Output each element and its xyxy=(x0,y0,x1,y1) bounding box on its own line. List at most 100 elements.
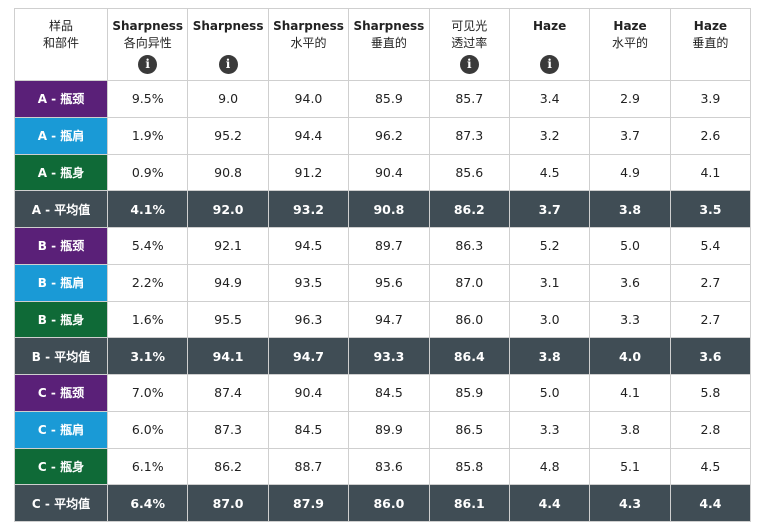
header-line2: 水平的 xyxy=(290,36,327,50)
cell-value: 86.2 xyxy=(187,447,269,486)
header-sample-part: 样品 和部件 xyxy=(14,8,108,81)
header-line1: Haze xyxy=(693,19,728,33)
cell-value: 85.9 xyxy=(428,374,510,412)
cell-value: 93.2 xyxy=(267,190,350,228)
cell-value: 92.0 xyxy=(187,190,269,228)
results-table: 样品 和部件 Sharpness 各向异性 i Sharpness i Sharpness 水平… xyxy=(14,8,752,522)
cell-value: 94.5 xyxy=(267,227,350,265)
cell-value: 4.1 xyxy=(589,374,671,412)
cell-value: 3.3 xyxy=(589,300,671,339)
row-label: B - 瓶肩 xyxy=(14,263,108,302)
header-col-1: Sharpness 各向异性 i xyxy=(106,8,189,81)
cell-value: 86.2 xyxy=(428,190,510,228)
average-row: C - 平均值 6.4% 87.0 87.9 86.0 86.1 4.4 4.3 4.4 xyxy=(14,484,752,522)
cell-value: 94.1 xyxy=(187,337,269,375)
info-icon[interactable]: i xyxy=(540,55,560,74)
cell-value: 5.8 xyxy=(669,374,752,412)
info-icon[interactable]: i xyxy=(218,55,238,74)
header-col-2: Sharpness i xyxy=(187,8,269,81)
row-label: A - 平均值 xyxy=(14,190,108,228)
cell-value: 91.2 xyxy=(267,153,350,192)
cell-value: 2.8 xyxy=(669,410,752,449)
cell-value: 5.1 xyxy=(589,447,671,486)
cell-value: 95.6 xyxy=(348,263,430,302)
table-header: 样品 和部件 Sharpness 各向异性 i Sharpness i Sharpness 水平… xyxy=(14,8,752,81)
cell-value: 6.0% xyxy=(106,410,189,449)
cell-value: 1.6% xyxy=(106,300,189,339)
cell-value: 86.0 xyxy=(428,300,510,339)
header-col-3: Sharpness 水平的 xyxy=(267,8,350,81)
row-label: A - 瓶肩 xyxy=(14,116,108,155)
cell-value: 2.2% xyxy=(106,263,189,302)
table-body: A - 瓶颈 9.5% 9.0 94.0 85.9 85.7 3.4 2.9 3.9 A - 瓶肩… xyxy=(14,80,752,522)
cell-value: 5.4 xyxy=(669,227,752,265)
cell-value: 3.3 xyxy=(508,410,591,449)
table-row: C - 瓶身 6.1% 86.2 88.7 83.6 85.8 4.8 5.1 4.5 xyxy=(14,447,752,486)
cell-value: 90.8 xyxy=(187,153,269,192)
header-line2: 和部件 xyxy=(42,36,79,50)
header-line1: 可见光 xyxy=(451,19,488,33)
cell-value: 4.3 xyxy=(589,484,671,522)
average-row: B - 平均值 3.1% 94.1 94.7 93.3 86.4 3.8 4.0 3.6 xyxy=(14,337,752,375)
header-line2: 垂直的 xyxy=(370,36,407,50)
header-line1: Sharpness xyxy=(112,19,184,33)
header-line2: 水平的 xyxy=(612,36,649,50)
cell-value: 4.5 xyxy=(669,447,752,486)
info-icon[interactable]: i xyxy=(459,55,479,74)
header-line1: 样品 xyxy=(48,19,73,33)
cell-value: 85.6 xyxy=(428,153,510,192)
cell-value: 3.5 xyxy=(669,190,752,228)
cell-value: 87.9 xyxy=(267,484,350,522)
cell-value: 85.9 xyxy=(348,80,430,118)
cell-value: 95.5 xyxy=(187,300,269,339)
cell-value: 96.2 xyxy=(348,116,430,155)
row-label: B - 平均值 xyxy=(14,337,108,375)
cell-value: 94.7 xyxy=(348,300,430,339)
cell-value: 92.1 xyxy=(187,227,269,265)
cell-value: 94.0 xyxy=(267,80,350,118)
row-label: C - 平均值 xyxy=(14,484,108,522)
cell-value: 94.7 xyxy=(267,337,350,375)
row-label: A - 瓶身 xyxy=(14,153,108,192)
cell-value: 87.3 xyxy=(428,116,510,155)
cell-value: 3.8 xyxy=(589,410,671,449)
table-row: A - 瓶肩 1.9% 95.2 94.4 96.2 87.3 3.2 3.7 2.6 xyxy=(14,116,752,155)
cell-value: 3.7 xyxy=(589,116,671,155)
cell-value: 87.4 xyxy=(187,374,269,412)
info-icon[interactable]: i xyxy=(138,55,158,74)
cell-value: 3.4 xyxy=(508,80,591,118)
header-line1: Sharpness xyxy=(273,19,344,33)
cell-value: 4.9 xyxy=(589,153,671,192)
row-label: C - 瓶肩 xyxy=(14,410,108,449)
header-line1: Sharpness xyxy=(353,19,425,33)
cell-value: 85.7 xyxy=(428,80,510,118)
cell-value: 93.3 xyxy=(348,337,430,375)
table-row: C - 瓶颈 7.0% 87.4 90.4 84.5 85.9 5.0 4.1 5.8 xyxy=(14,374,752,412)
cell-value: 4.0 xyxy=(589,337,671,375)
cell-value: 3.6 xyxy=(669,337,752,375)
cell-value: 5.0 xyxy=(508,374,591,412)
cell-value: 3.6 xyxy=(589,263,671,302)
cell-value: 94.9 xyxy=(187,263,269,302)
cell-value: 2.9 xyxy=(589,80,671,118)
cell-value: 5.2 xyxy=(508,227,591,265)
cell-value: 85.8 xyxy=(428,447,510,486)
cell-value: 4.8 xyxy=(508,447,591,486)
cell-value: 4.5 xyxy=(508,153,591,192)
cell-value: 4.4 xyxy=(508,484,591,522)
cell-value: 5.4% xyxy=(106,227,189,265)
cell-value: 84.5 xyxy=(348,374,430,412)
cell-value: 3.1 xyxy=(508,263,591,302)
header-col-4: Sharpness 垂直的 xyxy=(348,8,430,81)
header-col-7: Haze 水平的 xyxy=(589,8,671,81)
header-col-8: Haze 垂直的 xyxy=(669,8,752,81)
table-row: A - 瓶颈 9.5% 9.0 94.0 85.9 85.7 3.4 2.9 3.9 xyxy=(14,80,752,118)
header-row: 样品 和部件 Sharpness 各向异性 i Sharpness i Sharpness 水平… xyxy=(14,8,752,81)
cell-value: 6.1% xyxy=(106,447,189,486)
cell-value: 83.6 xyxy=(348,447,430,486)
table-row: B - 瓶肩 2.2% 94.9 93.5 95.6 87.0 3.1 3.6 2.7 xyxy=(14,263,752,302)
header-line1: Sharpness xyxy=(192,19,264,33)
cell-value: 86.1 xyxy=(428,484,510,522)
cell-value: 87.0 xyxy=(428,263,510,302)
cell-value: 86.3 xyxy=(428,227,510,265)
